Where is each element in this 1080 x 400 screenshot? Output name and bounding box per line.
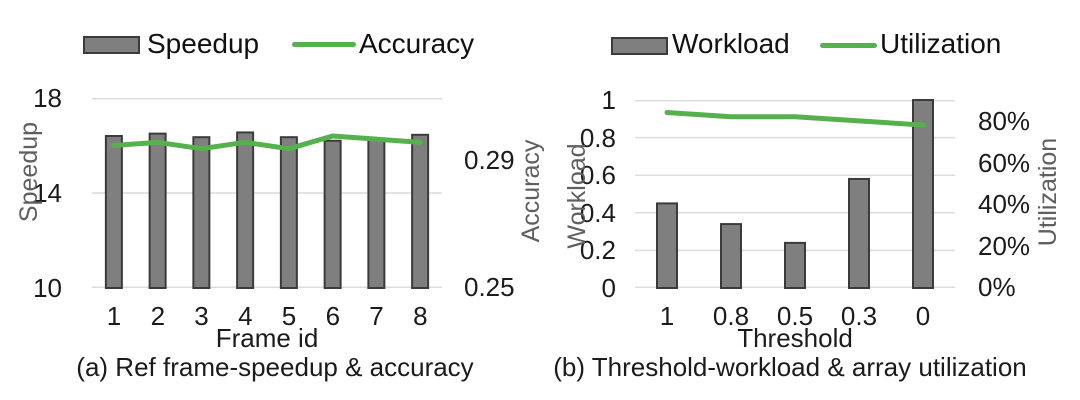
x-axis-tick: 5 xyxy=(281,301,297,331)
y-axis-tick: 14 xyxy=(33,178,62,208)
accuracy-line-swatch-icon xyxy=(292,42,356,47)
y-axis-tick: 20% xyxy=(978,231,1031,261)
y-axis-tick: 1 xyxy=(601,85,616,115)
chart-b-caption: (b) Threshold-workload & array utilizati… xyxy=(553,352,1027,382)
x-axis-tick: 6 xyxy=(325,301,341,331)
y-axis-tick: 0% xyxy=(978,272,1016,302)
x-axis-tick: 0.3 xyxy=(840,301,878,331)
x-axis-tick: 4 xyxy=(238,301,253,331)
legend-label-utilization: Utilization xyxy=(880,28,1002,59)
y-axis-tick: 40% xyxy=(978,189,1031,219)
x-axis-tick: 0 xyxy=(915,301,931,331)
x-axis-tick: 1 xyxy=(106,301,122,331)
legend-label-accuracy: Accuracy xyxy=(359,28,475,59)
legend-label-speedup: Speedup xyxy=(147,28,260,59)
y-axis-tick: 0.29 xyxy=(464,145,515,175)
y-axis-tick: 80% xyxy=(978,106,1031,136)
utilization-line-swatch-icon xyxy=(820,43,877,48)
legend-label-workload: Workload xyxy=(672,28,790,59)
x-axis-tick: 3 xyxy=(194,301,209,331)
x-axis-tick: 7 xyxy=(369,301,384,331)
workload-bar-swatch-icon xyxy=(611,37,668,55)
x-axis-title-threshold: Threshold xyxy=(737,323,853,353)
y-axis-title-speedup: Speedup xyxy=(15,121,43,223)
x-axis-title-frame-id: Frame id xyxy=(215,323,319,353)
x-axis-tick: 0.8 xyxy=(712,301,750,331)
y-axis-tick: 0.4 xyxy=(579,198,616,228)
chart-a-caption: (a) Ref frame-speedup & accuracy xyxy=(76,352,474,382)
y-axis-tick: 0.25 xyxy=(464,272,515,302)
x-axis-tick: 1 xyxy=(659,301,675,331)
y-axis-tick: 0.8 xyxy=(579,123,616,153)
x-axis-tick: 2 xyxy=(150,301,166,331)
y-axis-tick: 0.2 xyxy=(579,235,616,265)
chart-b-plot xyxy=(635,99,955,290)
y-axis-tick: 0.6 xyxy=(579,160,616,190)
y-axis-title-workload: Workload xyxy=(563,143,591,249)
x-axis-tick: 0.5 xyxy=(776,301,814,331)
speedup-bar-swatch-icon xyxy=(83,36,140,54)
y-axis-tick: 60% xyxy=(978,148,1031,178)
y-axis-title-utilization: Utilization xyxy=(1034,137,1062,247)
y-axis-tick: 10 xyxy=(33,273,62,303)
y-axis-tick: 18 xyxy=(33,83,62,113)
chart-a-plot xyxy=(92,98,442,289)
y-axis-tick: 0 xyxy=(601,273,616,303)
x-axis-tick: 8 xyxy=(413,301,428,331)
